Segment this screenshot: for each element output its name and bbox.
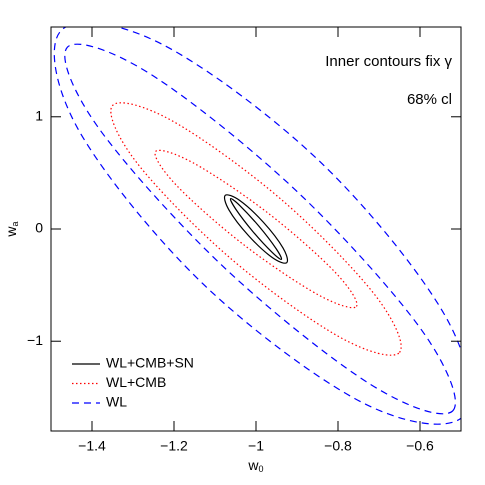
annotation: Inner contours fix γ bbox=[325, 53, 452, 70]
annotation: 68% cl bbox=[407, 91, 452, 108]
y-tick-label: 0 bbox=[35, 220, 43, 236]
y-axis-label: wa bbox=[3, 221, 21, 237]
legend-label: WL+CMB bbox=[106, 374, 166, 390]
x-axis-label: w0 bbox=[247, 457, 263, 475]
y-tick-label: 1 bbox=[35, 107, 43, 123]
y-label-main: w bbox=[3, 226, 19, 238]
contour bbox=[223, 194, 289, 264]
plot-area bbox=[53, 27, 461, 425]
x-tick-label: −1.4 bbox=[78, 438, 106, 454]
x-tick-label: −1 bbox=[248, 438, 264, 454]
contour bbox=[64, 43, 457, 415]
y-tick-label: −1 bbox=[27, 332, 43, 348]
x-label-sub: 0 bbox=[259, 464, 264, 474]
x-tick-label: −0.6 bbox=[406, 438, 434, 454]
x-tick-label: −1.2 bbox=[160, 438, 188, 454]
legend-label: WL+CMB+SN bbox=[106, 355, 194, 371]
y-label-sub: a bbox=[10, 221, 20, 226]
contour bbox=[110, 102, 402, 356]
x-tick-label: −0.8 bbox=[324, 438, 352, 454]
contour bbox=[154, 149, 358, 309]
x-label-main: w bbox=[247, 457, 259, 473]
legend-label: WL bbox=[106, 394, 127, 410]
contour bbox=[229, 198, 283, 260]
